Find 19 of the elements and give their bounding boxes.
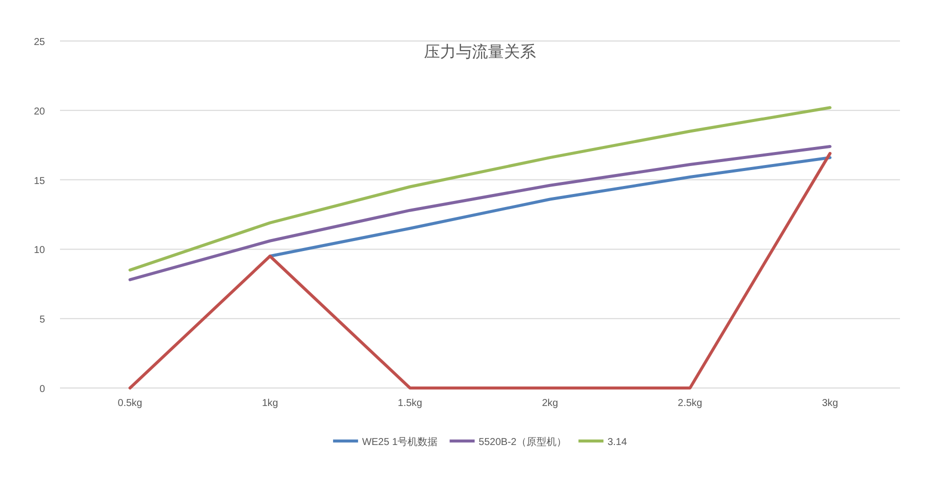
x-tick-label: 2kg <box>542 398 558 409</box>
y-tick-label: 5 <box>39 314 46 326</box>
line-series <box>128 106 832 272</box>
x-tick-label: 3kg <box>822 398 838 409</box>
legend-label: 5520B-2（原型机） <box>478 436 566 448</box>
y-tick-label: 10 <box>34 245 46 256</box>
line-series <box>268 156 832 258</box>
legend-label: 3.14 <box>607 437 628 448</box>
y-tick-label: 20 <box>34 106 46 118</box>
line-series <box>128 144 832 282</box>
x-tick-label: 0.5kg <box>118 398 142 409</box>
x-tick-label: 1.5kg <box>398 398 422 409</box>
chart-title: 压力与流量关系 <box>424 43 536 61</box>
x-tick-label: 2.5kg <box>678 398 702 409</box>
y-tick-label: 25 <box>34 37 46 48</box>
legend-label: WE25 1号机数据 <box>362 436 438 448</box>
x-tick-label: 1kg <box>262 398 278 409</box>
y-tick-label: 0 <box>39 384 46 395</box>
y-tick-label: 15 <box>34 176 46 187</box>
